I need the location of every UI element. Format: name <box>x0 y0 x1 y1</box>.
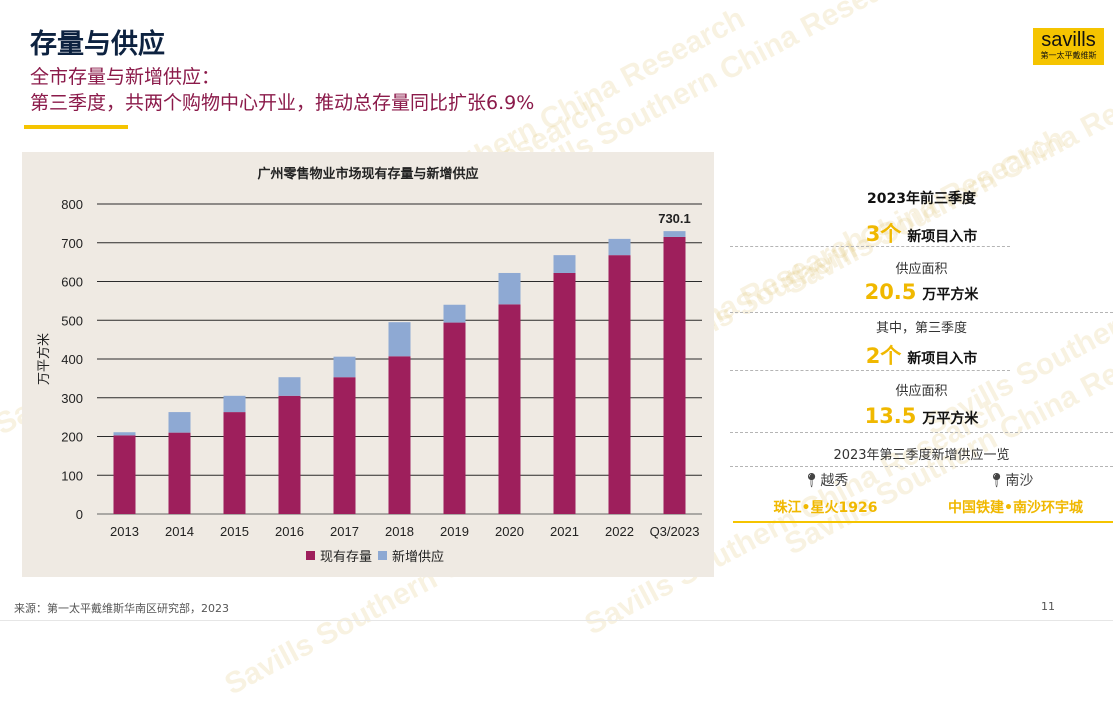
logo-name: savills <box>1041 29 1096 51</box>
y-axis-label: 万平方米 <box>36 333 52 385</box>
bar-existing-stock <box>443 322 466 514</box>
y-tick-label: 500 <box>61 313 83 328</box>
x-tick-label: Q3/2023 <box>650 524 700 539</box>
period1-area-row: 20.5 万平方米 <box>730 280 1113 304</box>
footer-rule <box>0 620 1113 621</box>
period2-area: 13.5 <box>864 404 917 428</box>
divider <box>730 312 1113 313</box>
district-1: 越秀 <box>820 473 849 489</box>
x-tick-label: 2020 <box>495 524 524 539</box>
data-label-total: 730.1 <box>658 211 691 226</box>
y-tick-label: 0 <box>76 507 83 522</box>
x-tick-label: 2016 <box>275 524 304 539</box>
list-heading: 2023年第三季度新增供应一览 <box>833 448 1010 463</box>
source-note: 来源：第一太平戴维斯华南区研究部，2023 <box>14 602 229 615</box>
bar-existing-stock <box>333 377 356 514</box>
bar-new-supply <box>553 255 576 273</box>
y-tick-label: 700 <box>61 236 83 251</box>
period1-count-row: 3个 新项目入市 <box>730 218 1113 248</box>
period2-count: 2个 <box>865 344 902 368</box>
period1-count-label: 新项目入市 <box>907 229 978 245</box>
x-tick-label: 2018 <box>385 524 414 539</box>
x-tick-label: 2013 <box>110 524 139 539</box>
page-title: 存量与供应 <box>30 29 165 60</box>
area-unit-1: 万平方米 <box>922 287 979 303</box>
project-1: 珠江•星火1926 <box>773 500 878 516</box>
bar-new-supply <box>498 272 521 305</box>
period1-count: 3个 <box>865 222 902 246</box>
area-unit-2: 万平方米 <box>922 411 979 427</box>
subtitle-line-2: 第三季度，共两个购物中心开业，推动总存量同比扩张6.9% <box>30 92 535 114</box>
bar-existing-stock <box>608 255 631 514</box>
legend-swatch-new <box>378 551 387 560</box>
stacked-bar-chart: 广州零售物业市场现有存量与新增供应 0 100 200 300 400 500 600 700 8… <box>36 166 702 565</box>
chart-panel: 广州零售物业市场现有存量与新增供应 0 100 200 300 400 500 600 700 8… <box>22 152 714 577</box>
bar-new-supply <box>663 231 686 237</box>
supply-summary: 2023年前三季度 3个 新项目入市 供应面积 20.5 万平方米 其中，第三季度 … <box>730 180 1113 525</box>
period2-count-row: 2个 新项目入市 <box>730 340 1113 370</box>
bar-existing-stock <box>498 304 521 514</box>
area-label-1: 供应面积 <box>895 262 948 277</box>
y-tick-label: 100 <box>61 468 83 483</box>
bar-new-supply <box>278 377 301 396</box>
y-tick-label: 300 <box>61 391 83 406</box>
legend-swatch-existing <box>306 551 315 560</box>
district-2: 南沙 <box>1005 473 1034 489</box>
location-1: 📍︎越秀 <box>733 470 918 490</box>
bar-existing-stock <box>388 356 411 514</box>
bar-existing-stock <box>663 236 686 514</box>
bar-existing-stock <box>553 272 576 514</box>
bar-new-supply <box>608 238 631 256</box>
location-2: 📍︎南沙 <box>918 470 1103 490</box>
bar-existing-stock <box>168 432 191 514</box>
y-tick-label: 800 <box>61 197 83 212</box>
bar-new-supply <box>388 322 411 357</box>
bar-new-supply <box>333 356 356 378</box>
y-tick-label: 600 <box>61 275 83 290</box>
page-subtitle: 全市存量与新增供应： 第三季度，共两个购物中心开业，推动总存量同比扩张6.9% <box>30 64 534 116</box>
period1-heading: 2023年前三季度 <box>867 191 976 207</box>
project-underline <box>733 521 1113 523</box>
legend-label-new: 新增供应 <box>392 549 444 565</box>
subtitle-line-1: 全市存量与新增供应： <box>30 66 221 88</box>
x-tick-label: 2014 <box>165 524 194 539</box>
x-tick-label: 2022 <box>605 524 634 539</box>
project-2: 中国铁建•南沙环宇城 <box>948 500 1083 516</box>
location-pin-icon: 📍︎ <box>987 473 1006 489</box>
y-tick-label: 400 <box>61 352 83 367</box>
divider <box>730 370 1010 371</box>
area-label-2: 供应面积 <box>895 384 948 399</box>
bar-new-supply <box>113 432 136 436</box>
divider <box>730 246 1010 247</box>
bar-existing-stock <box>223 412 246 514</box>
divider <box>730 432 1113 433</box>
title-underline <box>24 125 128 129</box>
legend-label-existing: 现有存量 <box>320 550 372 565</box>
chart-title: 广州零售物业市场现有存量与新增供应 <box>257 166 478 182</box>
bar-new-supply <box>223 395 246 413</box>
x-tick-label: 2019 <box>440 524 469 539</box>
bar-new-supply <box>443 304 466 323</box>
period2-count-label: 新项目入市 <box>907 351 978 367</box>
period1-area: 20.5 <box>864 280 917 304</box>
bar-new-supply <box>168 412 191 433</box>
bar-existing-stock <box>113 435 136 514</box>
x-tick-label: 2021 <box>550 524 579 539</box>
x-tick-label: 2017 <box>330 524 359 539</box>
savills-logo: savills 第一太平戴维斯 <box>1033 28 1104 65</box>
y-tick-label: 200 <box>61 430 83 445</box>
period2-heading: 其中，第三季度 <box>875 321 967 336</box>
logo-sub: 第一太平戴维斯 <box>1040 51 1097 60</box>
x-tick-label: 2015 <box>220 524 249 539</box>
page-number: 11 <box>1041 600 1055 613</box>
location-pin-icon: 📍︎ <box>802 473 821 489</box>
bar-existing-stock <box>278 395 301 514</box>
divider <box>730 466 1113 467</box>
period2-area-row: 13.5 万平方米 <box>730 404 1113 428</box>
